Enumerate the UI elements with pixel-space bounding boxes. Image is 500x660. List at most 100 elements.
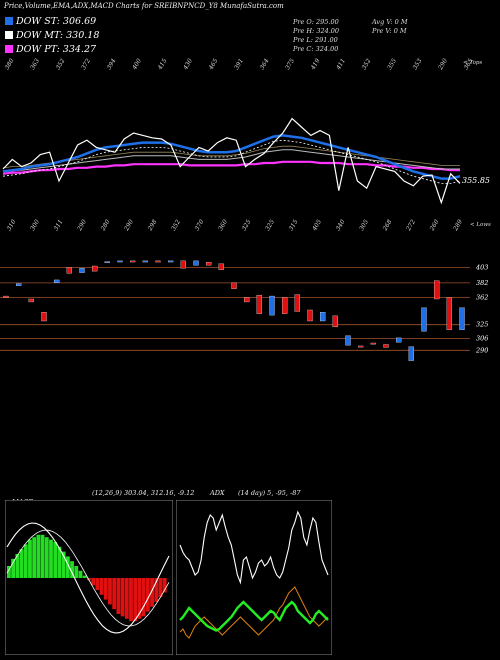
macd-histogram-bar xyxy=(7,566,11,578)
bottom-tick-label: 300 xyxy=(29,218,41,232)
top-tick-label: 353 xyxy=(412,57,424,71)
ema-brown-line xyxy=(2,145,460,169)
bottom-tick-label: 290 xyxy=(123,218,135,232)
macd-values: (12,26,9) 303.04, 312.16, -9.12 xyxy=(92,489,195,497)
macd-histogram-bar xyxy=(158,578,163,598)
legend-swatch-white xyxy=(5,31,13,39)
candle xyxy=(3,295,9,298)
level-label: 325 xyxy=(476,321,488,329)
macd-chart xyxy=(5,500,173,655)
legend-dow-st: DOW ST: 306.69 xyxy=(5,16,96,27)
top-tick-label: 365 xyxy=(463,57,475,71)
macd-histogram-bar xyxy=(137,578,142,619)
candle xyxy=(345,335,351,346)
macd-histogram-bar xyxy=(15,554,20,578)
macd-histogram-bar xyxy=(99,578,104,595)
dow-pt-line xyxy=(2,160,460,175)
candle xyxy=(282,297,288,314)
top-tick-label: 419 xyxy=(309,57,321,71)
chart-title: Price,Volume,EMA,ADX,MACD Charts for SRE… xyxy=(4,2,284,10)
bottom-tick-label: 405 xyxy=(311,218,323,232)
top-tick-label: 465 xyxy=(207,57,219,71)
macd-histogram-bar xyxy=(116,578,121,614)
bottom-tick-label: 360 xyxy=(217,218,229,232)
top-tick-label: 352 xyxy=(55,57,67,71)
current-price-label: 355.85 xyxy=(462,176,490,185)
macd-histogram-bar xyxy=(32,537,37,578)
macd-histogram-bar xyxy=(162,578,167,593)
macd-histogram-bar xyxy=(95,578,100,590)
top-tick-label: 394 xyxy=(106,57,118,71)
candle xyxy=(28,298,34,303)
macd-histogram-bar xyxy=(129,578,133,622)
bottom-tick-label: 268 xyxy=(381,218,393,232)
candle xyxy=(155,260,161,263)
top-tick-label: 372 xyxy=(80,57,92,71)
level-label: 306 xyxy=(476,335,488,343)
candle xyxy=(459,307,465,330)
macd-histogram-bar xyxy=(70,561,74,578)
candle xyxy=(421,307,427,332)
macd-histogram-bar xyxy=(61,551,66,578)
macd-histogram-bar xyxy=(65,556,70,578)
candle xyxy=(193,260,199,266)
candle xyxy=(92,265,98,272)
candle xyxy=(307,309,313,322)
candle xyxy=(142,260,148,263)
candle xyxy=(104,261,110,263)
lows-axis-label: < Lows xyxy=(470,222,491,228)
top-tick-label: 400 xyxy=(131,57,143,71)
macd-histogram-bar xyxy=(120,578,125,617)
bottom-tick-label: 325 xyxy=(264,218,276,232)
candle xyxy=(434,280,440,300)
bottom-tick-label: 370 xyxy=(194,218,206,232)
bottom-tick-label: 280 xyxy=(99,218,111,232)
bottom-tick-label: 272 xyxy=(405,218,417,232)
candle xyxy=(446,297,452,330)
adx-frame xyxy=(176,500,332,655)
bottom-tick-label: 289 xyxy=(452,218,464,232)
macd-histogram-bar xyxy=(28,539,32,578)
candle xyxy=(117,260,123,263)
candle xyxy=(396,337,402,343)
candle xyxy=(218,263,224,270)
top-tick-label: 363 xyxy=(29,57,41,71)
legend-dow-mt: DOW MT: 330.18 xyxy=(5,30,99,41)
top-tick-label: 290 xyxy=(437,57,449,71)
candle xyxy=(168,260,174,263)
legend-swatch-magenta xyxy=(5,45,13,53)
level-label: 290 xyxy=(475,346,488,354)
macd-histogram-bar xyxy=(108,578,112,605)
candle xyxy=(294,294,300,312)
macd-histogram-bar xyxy=(44,537,49,578)
candle xyxy=(180,260,186,269)
top-tick-label: 375 xyxy=(284,57,296,71)
candle xyxy=(231,282,237,289)
candle xyxy=(320,312,326,322)
dow-st-line xyxy=(2,134,461,180)
bottom-tick-label: 290 xyxy=(76,218,88,232)
top-tick-label: 415 xyxy=(156,57,168,71)
top-tick-label: 430 xyxy=(182,57,194,71)
volume-info: Avg V: 0 M Pre V: 0 M xyxy=(372,18,408,35)
top-tick-label: 411 xyxy=(335,58,347,72)
adx-line xyxy=(179,510,329,585)
macd-histogram-bar xyxy=(57,546,62,578)
bottom-tick-label: 298 xyxy=(146,218,158,232)
candle xyxy=(256,295,262,314)
di-plus-line xyxy=(179,600,329,632)
level-label: 362 xyxy=(476,294,488,302)
macd-histogram-bar xyxy=(133,578,138,622)
top-tick-label: 364 xyxy=(259,57,271,71)
tops-axis-label: < Tops xyxy=(463,60,482,66)
macd-histogram-bar xyxy=(78,570,83,578)
top-tick-label: 352 xyxy=(361,57,373,71)
macd-histogram-bar xyxy=(36,534,41,578)
candle xyxy=(16,283,22,286)
bottom-tick-label: 305 xyxy=(358,218,370,232)
level-label: 382 xyxy=(476,279,488,287)
macd-signal-line xyxy=(6,529,170,627)
candle xyxy=(79,268,85,273)
candle xyxy=(358,345,364,348)
candle xyxy=(244,297,250,303)
